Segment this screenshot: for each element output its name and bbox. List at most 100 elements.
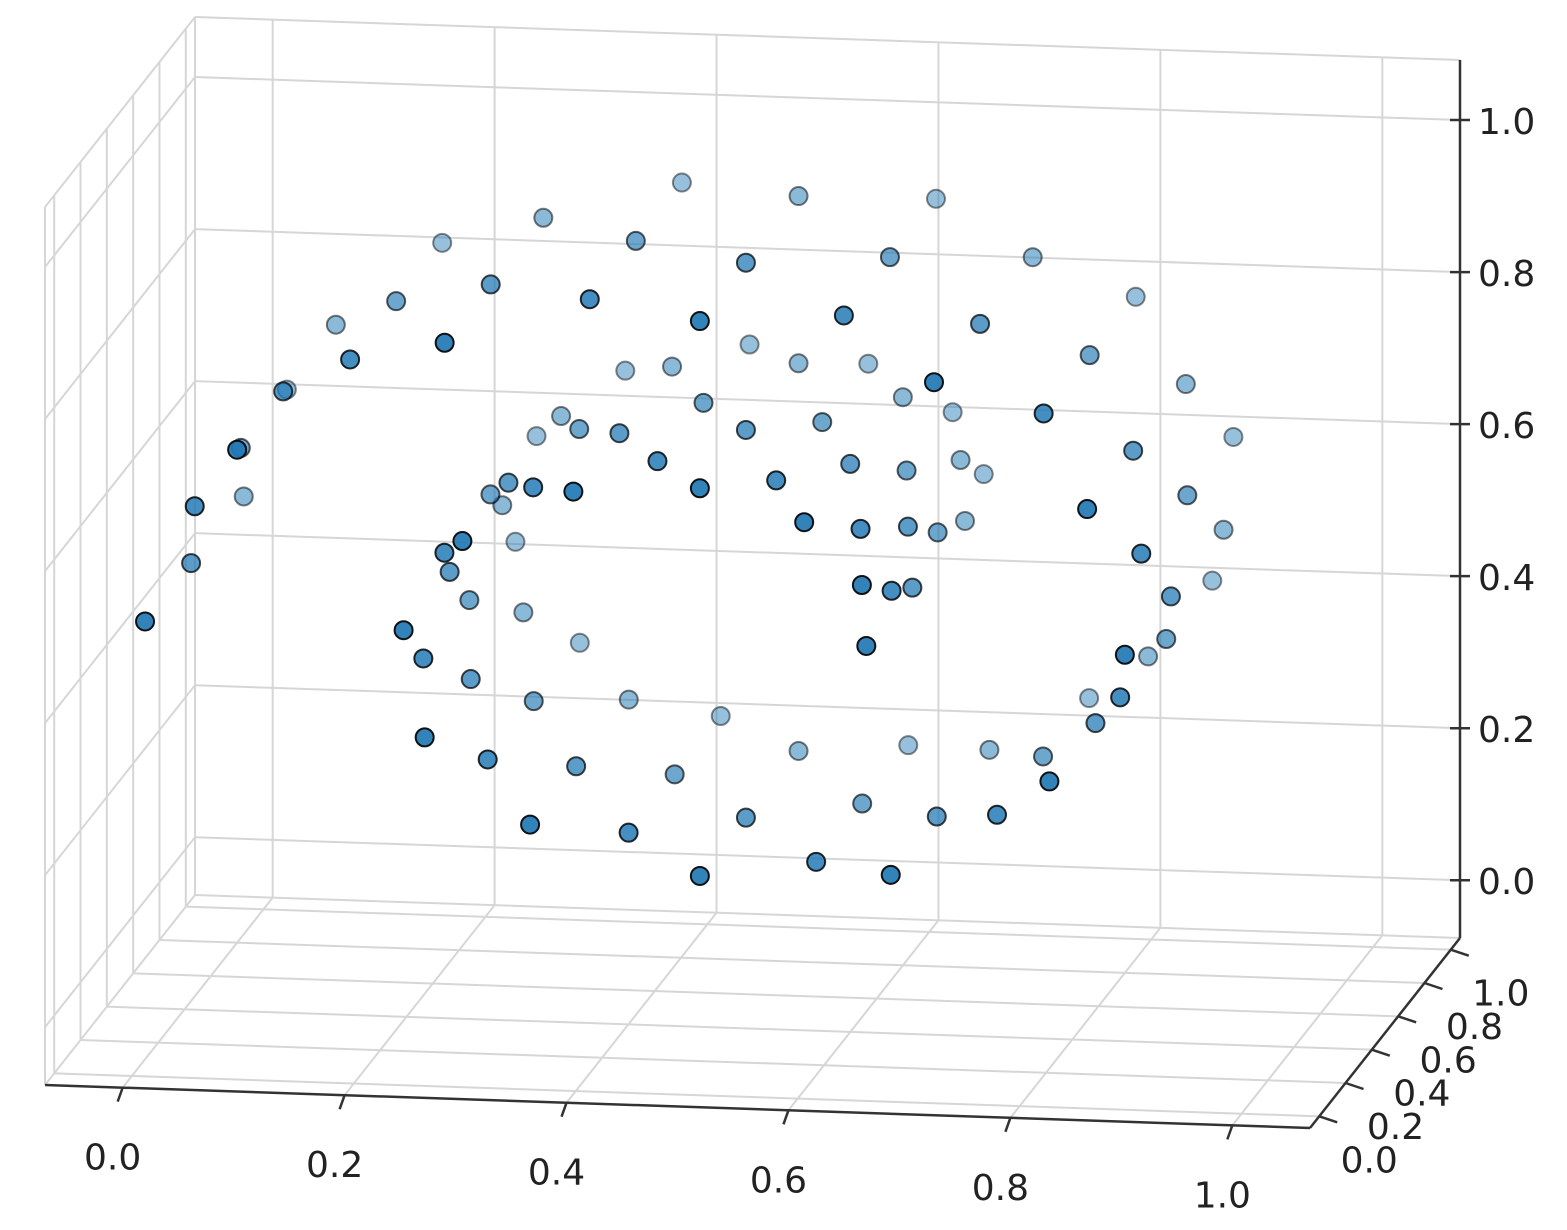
z-tick-label: 0.4 bbox=[1478, 558, 1535, 599]
y-tick-label: 0.2 bbox=[1367, 1107, 1424, 1148]
point bbox=[1079, 345, 1100, 366]
grid-line bbox=[194, 228, 1461, 274]
point bbox=[852, 793, 873, 814]
point bbox=[1022, 247, 1043, 268]
x-tick bbox=[1004, 1117, 1012, 1133]
grid-line bbox=[44, 836, 196, 1028]
x-tick-label: 0.6 bbox=[750, 1160, 807, 1201]
point bbox=[1156, 629, 1177, 650]
y-tick bbox=[1450, 948, 1470, 957]
point bbox=[579, 289, 600, 310]
x-tick-label: 0.2 bbox=[306, 1145, 363, 1186]
pane-edge bbox=[44, 16, 196, 208]
point bbox=[1110, 687, 1131, 708]
grid-line bbox=[1009, 927, 1162, 1119]
point bbox=[569, 419, 590, 440]
point bbox=[987, 804, 1008, 825]
y-axis bbox=[1309, 937, 1461, 1129]
grid-line bbox=[44, 76, 196, 268]
point bbox=[766, 470, 787, 491]
point bbox=[689, 311, 710, 332]
point bbox=[1138, 646, 1159, 667]
grid-line bbox=[1231, 934, 1384, 1126]
x-tick bbox=[560, 1102, 568, 1118]
grid-line bbox=[194, 684, 1461, 730]
x-tick-label: 1.0 bbox=[1194, 1175, 1251, 1216]
grid-line bbox=[106, 1005, 1372, 1051]
pane-edge bbox=[44, 894, 196, 1086]
point bbox=[735, 419, 756, 440]
grid-line bbox=[787, 919, 940, 1111]
grid-line bbox=[44, 532, 196, 724]
point bbox=[480, 274, 501, 295]
point bbox=[569, 632, 590, 653]
point bbox=[812, 412, 833, 433]
point bbox=[902, 577, 923, 598]
point bbox=[850, 518, 871, 539]
point bbox=[526, 426, 547, 447]
x-tick-label: 0.8 bbox=[972, 1168, 1029, 1209]
y-tick bbox=[1397, 1015, 1417, 1024]
y-tick-label: 0.0 bbox=[1341, 1140, 1398, 1181]
point bbox=[880, 864, 901, 885]
point bbox=[955, 510, 975, 531]
point bbox=[1223, 426, 1244, 447]
point bbox=[840, 453, 861, 474]
point bbox=[950, 450, 971, 471]
grid-line bbox=[54, 1072, 1320, 1118]
point bbox=[973, 464, 994, 485]
point bbox=[1213, 519, 1234, 540]
point bbox=[788, 740, 809, 761]
point bbox=[1123, 440, 1144, 461]
y-tick bbox=[1318, 1115, 1338, 1124]
point bbox=[898, 735, 919, 756]
point bbox=[710, 705, 731, 726]
point bbox=[1114, 644, 1135, 665]
grid-line bbox=[44, 684, 196, 876]
z-tick-label: 0.2 bbox=[1478, 710, 1535, 751]
pane-edge bbox=[194, 894, 1461, 939]
point bbox=[233, 486, 254, 507]
x-tick bbox=[116, 1087, 124, 1103]
point bbox=[858, 353, 879, 374]
point bbox=[1079, 688, 1100, 709]
point bbox=[459, 590, 480, 611]
point bbox=[480, 484, 501, 505]
point bbox=[533, 207, 554, 228]
point bbox=[439, 561, 460, 582]
point bbox=[520, 814, 541, 835]
point bbox=[788, 353, 809, 374]
x-axis bbox=[44, 1083, 1311, 1130]
point bbox=[794, 512, 815, 533]
point bbox=[942, 402, 963, 423]
point bbox=[1077, 499, 1098, 520]
x-tick-label: 0.0 bbox=[84, 1138, 141, 1179]
grid-line bbox=[185, 905, 1451, 951]
grid-line bbox=[133, 972, 1399, 1018]
point bbox=[618, 822, 639, 843]
point bbox=[227, 439, 248, 460]
point bbox=[735, 807, 756, 828]
point bbox=[460, 669, 481, 690]
z-tick-label: 0.0 bbox=[1478, 862, 1535, 903]
point bbox=[615, 360, 636, 381]
point bbox=[851, 575, 872, 596]
point bbox=[477, 749, 498, 770]
y-tick-label: 0.4 bbox=[1393, 1074, 1450, 1115]
grid-line bbox=[80, 1039, 1346, 1084]
x-tick-label: 0.4 bbox=[528, 1153, 585, 1194]
point bbox=[671, 172, 692, 193]
z-tick-label: 1.0 bbox=[1478, 102, 1535, 143]
point bbox=[897, 516, 918, 537]
point bbox=[1202, 570, 1223, 591]
y-tick-label: 0.6 bbox=[1420, 1040, 1477, 1081]
point bbox=[739, 334, 760, 355]
point bbox=[896, 460, 917, 481]
point bbox=[1160, 586, 1181, 607]
point bbox=[1033, 746, 1054, 767]
point bbox=[393, 620, 414, 641]
grid-line bbox=[121, 897, 274, 1089]
point bbox=[970, 313, 991, 334]
point bbox=[434, 332, 455, 353]
